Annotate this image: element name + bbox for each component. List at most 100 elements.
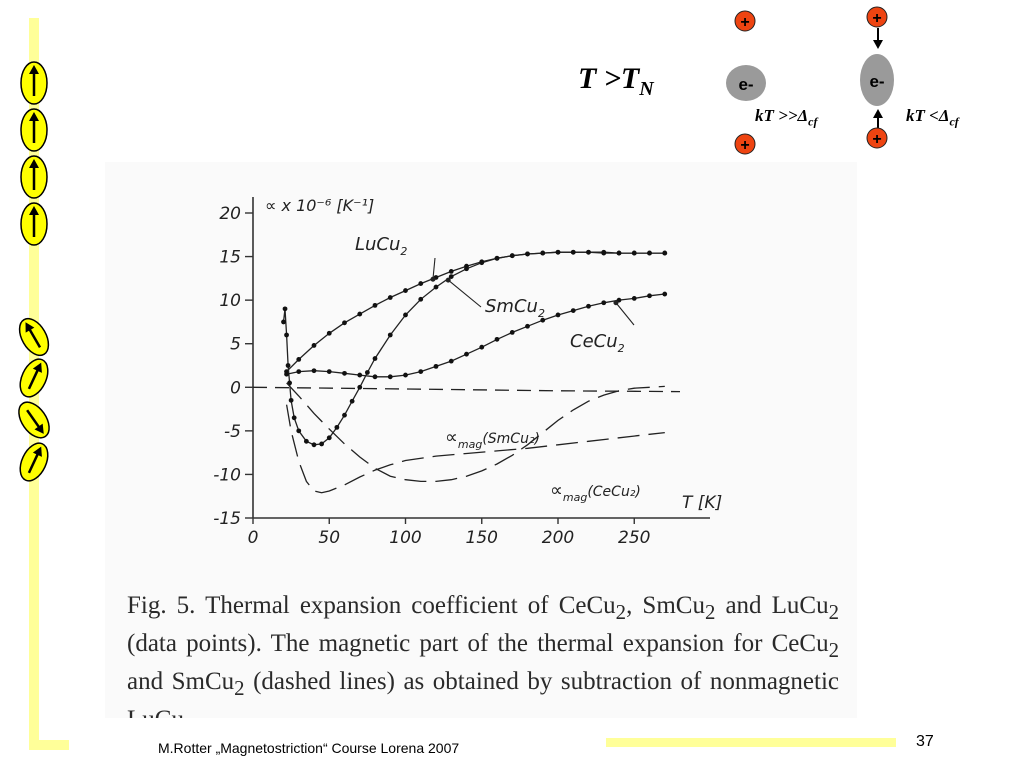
data-point: [464, 266, 469, 272]
bottom-left-accent-bar: [29, 740, 69, 750]
annotation-leader: [615, 302, 635, 326]
data-point: [448, 268, 454, 274]
x-tick-label: 100: [389, 528, 421, 548]
data-point: [586, 303, 591, 309]
data-point: [403, 372, 408, 378]
data-point: [281, 319, 286, 325]
cf-label-low-temperature: kT <Δcf: [906, 106, 959, 129]
data-point: [403, 288, 408, 293]
data-point: [387, 332, 393, 338]
thermal-expansion-figure: 20 15 10 5 0 -5 -10 -15 0 50 100 150 200 250 ∝ x 10⁻⁶ …: [105, 162, 857, 718]
annotation-leader: [432, 257, 436, 280]
svg-text:e-: e-: [869, 72, 884, 91]
spin-up-icon: [20, 155, 48, 199]
data-point: [284, 371, 289, 377]
data-point: [418, 296, 424, 302]
y-tick-label: 5: [230, 335, 241, 355]
x-axis-label: T [K]: [682, 493, 722, 513]
annotation-arrowhead: [613, 300, 619, 306]
y-tick-label: 10: [219, 291, 241, 311]
data-point: [448, 274, 454, 280]
data-point: [509, 253, 515, 259]
annotation-arrowhead: [445, 277, 451, 283]
series-line: [286, 251, 665, 373]
svg-text:+: +: [872, 10, 881, 27]
data-point: [326, 369, 332, 374]
annotation-arrowhead: [430, 276, 436, 282]
data-point: [601, 249, 607, 255]
data-point: [540, 250, 546, 256]
data-point: [319, 441, 325, 447]
x-tick-label: 0: [248, 528, 259, 548]
y-tick-label: 0: [230, 378, 241, 398]
spin-tilted-icon: [19, 442, 49, 482]
y-tick-label: -5: [224, 422, 241, 442]
data-point: [372, 374, 378, 380]
spin-column-aligned: [20, 61, 48, 246]
data-point: [555, 312, 561, 318]
data-point: [479, 344, 485, 350]
series-annotation: ∝mag(SmCu₂): [445, 427, 540, 451]
data-point: [291, 415, 297, 421]
series-annotation: CeCu2: [570, 331, 625, 355]
svg-text:e-: e-: [738, 75, 753, 94]
spin-up-icon: [20, 202, 48, 246]
x-tick-label: 250: [618, 528, 650, 548]
data-point: [631, 250, 637, 256]
data-point: [418, 281, 424, 286]
data-point: [296, 357, 302, 362]
data-point: [631, 296, 637, 301]
data-point: [311, 368, 317, 374]
cf-label-high-temperature: kT >>Δcf: [755, 106, 818, 129]
data-point: [525, 323, 530, 329]
data-point: [357, 311, 363, 317]
arrow-up-icon: [873, 109, 883, 128]
spin-tilted-icon: [18, 401, 50, 439]
series-dashed-line: [252, 386, 681, 393]
spin-tilted-icon: [19, 358, 49, 398]
data-point: [342, 320, 347, 326]
data-point: [509, 329, 515, 335]
spin-tilted-icon: [18, 317, 50, 357]
data-point: [662, 291, 668, 297]
crystal-field-diagram: + e- + + e- +: [726, 6, 894, 155]
charge-plus-icon: +: [866, 127, 888, 149]
series-annotation: SmCu2: [485, 296, 545, 320]
data-point: [326, 330, 332, 336]
bottom-right-accent-bar: [606, 738, 896, 747]
ion-cloud-icon: e-: [860, 54, 894, 106]
data-point: [349, 398, 355, 404]
data-point: [540, 317, 546, 323]
charge-plus-icon: +: [734, 10, 756, 32]
data-point: [326, 435, 332, 441]
data-point: [464, 351, 469, 357]
page-number: 37: [916, 733, 934, 750]
data-point: [525, 251, 530, 257]
x-tick-label: 50: [318, 528, 340, 548]
data-point: [479, 260, 485, 266]
slide-title: T >TN: [578, 62, 654, 100]
data-point: [357, 372, 363, 378]
data-point: [387, 374, 393, 380]
data-point: [433, 284, 439, 290]
data-point: [494, 336, 500, 342]
data-point: [296, 369, 302, 374]
data-point: [334, 424, 340, 430]
data-point: [282, 306, 288, 312]
series-annotation: LuCu2: [355, 234, 407, 258]
y-tick-label: 15: [219, 248, 241, 268]
data-point: [364, 370, 370, 375]
data-point: [342, 370, 347, 376]
svg-text:+: +: [740, 137, 749, 154]
data-point: [601, 300, 607, 306]
data-point: [288, 397, 294, 403]
data-point: [448, 358, 454, 364]
x-tick-label: 150: [466, 528, 498, 548]
data-point: [342, 412, 347, 418]
data-point: [311, 343, 317, 348]
y-tick-label: 20: [219, 204, 241, 224]
figure-caption: Fig. 5. Thermal expansion coefficient of…: [127, 592, 840, 718]
data-point: [616, 250, 622, 256]
data-point: [586, 249, 591, 255]
charge-plus-icon: +: [866, 6, 888, 28]
